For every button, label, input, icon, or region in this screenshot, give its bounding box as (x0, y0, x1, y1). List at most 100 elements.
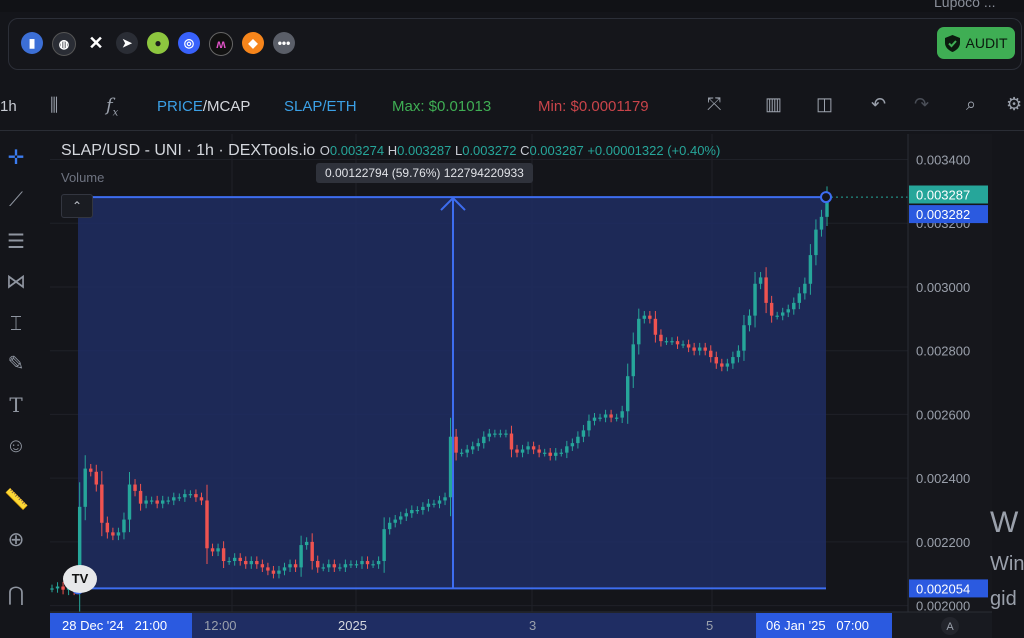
price-tick-label: 0.002200 (916, 535, 970, 550)
candle-body (487, 433, 492, 437)
candle-body (681, 344, 685, 346)
volume-label: Volume (61, 170, 105, 185)
candle-body (609, 414, 613, 418)
bar-chart-icon[interactable]: ▥ (765, 94, 783, 114)
candle-body (692, 347, 696, 351)
candle-body (266, 567, 270, 571)
candle-body (803, 283, 807, 294)
x-icon[interactable]: ✕ (88, 32, 104, 53)
globe-icon[interactable]: ◍ (52, 32, 76, 56)
time-axis[interactable]: 28 Dec '24 21:00 12:00 2025 3 5 06 Jan '25 07… (62, 618, 869, 633)
candle-body (415, 510, 420, 512)
more-icon[interactable]: ••• (273, 32, 295, 54)
candle-body (714, 357, 719, 364)
brush-icon[interactable]: ✎ (7, 353, 25, 375)
last-price-label-bg (909, 185, 988, 204)
candle-body (648, 315, 652, 319)
audit-button[interactable]: AUDIT (937, 27, 1015, 59)
collapse-legend-button[interactable]: ⌃ (61, 194, 93, 218)
candle-body (437, 500, 442, 504)
chart-toolbar: 1h ⫼ fx PRICE/MCAP SLAP/ETH Max: $0.0101… (0, 88, 1024, 126)
open-label: O (319, 143, 330, 158)
text-icon[interactable]: T (9, 393, 23, 417)
line-chart-icon[interactable]: ◫ (816, 94, 834, 114)
chart-icon[interactable]: ▮ (21, 32, 43, 54)
zoom-icon[interactable]: ⊕ (7, 529, 25, 551)
ruler-icon[interactable]: 📏 (4, 489, 29, 511)
candle-body (365, 561, 370, 565)
metamask-icon[interactable]: ◆ (242, 32, 264, 54)
candle-body (160, 500, 165, 504)
horizontal-lines-icon[interactable]: ☰ (7, 231, 25, 253)
trendline-icon[interactable]: ⟋ (9, 189, 23, 211)
candle-body (570, 443, 575, 447)
price-toggle[interactable]: PRICE/MCAP (157, 98, 250, 115)
search-icon[interactable]: ⌕ (966, 94, 977, 114)
candle-body (448, 436, 453, 498)
candle-body (720, 363, 724, 367)
candle-body (149, 500, 154, 502)
candle-body (814, 229, 818, 256)
pattern-icon[interactable]: ⋈ (6, 271, 26, 293)
candle-body (753, 283, 757, 316)
close-value: 0.003287 (529, 143, 584, 158)
auto-scale-label: A (946, 621, 954, 633)
candle-body (205, 500, 209, 549)
time-label: 3 (529, 618, 536, 633)
candle-body (631, 344, 635, 377)
high-label: H (387, 143, 398, 158)
gear-icon[interactable]: ⚙ (1006, 94, 1023, 114)
candle-body (426, 503, 431, 507)
candle-body (304, 541, 309, 546)
candle-body (792, 302, 796, 310)
candle-body (244, 561, 248, 565)
candle-body (382, 529, 386, 562)
change-value: +0.00001322 (+0.40%) (587, 143, 721, 158)
emoji-icon[interactable]: ☺ (5, 435, 27, 457)
open-value: 0.003274 (329, 143, 385, 158)
candle-body (399, 516, 403, 520)
price-axis[interactable]: 0.003400 0.003200 0.003000 0.002800 0.002600… (909, 152, 988, 614)
candle-body (797, 293, 802, 303)
low-label: L (454, 143, 463, 158)
candle-body (105, 522, 110, 533)
candle-body (476, 443, 480, 447)
tradingview-logo[interactable]: TV (63, 565, 97, 593)
telegram-icon[interactable]: ➤ (116, 32, 138, 54)
pair-toggle[interactable]: SLAP/ETH (284, 98, 357, 115)
candle-body (387, 522, 392, 530)
coinmarketcap-icon[interactable]: ◎ (178, 32, 200, 54)
price-tick-label: 0.003400 (916, 152, 970, 167)
candles-icon[interactable]: ⫼ (50, 95, 59, 115)
magnet-icon[interactable]: ⋂ (7, 584, 25, 606)
candle-body (515, 449, 519, 453)
interval-selector[interactable]: 1h (0, 98, 17, 115)
measure-arrowhead (440, 196, 466, 211)
auto-scale-button[interactable]: A (941, 617, 959, 635)
candle-body (338, 567, 342, 569)
candle-body (315, 561, 320, 568)
coingecko-icon[interactable]: ● (147, 32, 169, 54)
indicators-icon[interactable]: fx (106, 95, 119, 119)
candle-body (637, 318, 641, 345)
redo-icon[interactable]: ↷ (914, 94, 930, 114)
candle-body (498, 433, 503, 435)
candle-body (100, 484, 104, 523)
price-tick-label: 0.002800 (916, 344, 970, 359)
candle-body (725, 363, 730, 367)
price-label: PRICE (157, 98, 203, 115)
auto-scale-circle (941, 617, 959, 635)
crosshair-icon[interactable]: ✛ (7, 147, 25, 169)
candle-body (194, 494, 198, 498)
undo-icon[interactable]: ↶ (871, 94, 887, 114)
candle-body (227, 561, 231, 563)
top-fragment-text: Lupoco ... (934, 0, 996, 10)
candle-body (293, 564, 298, 568)
dextools-icon[interactable]: ʍ (209, 32, 233, 56)
toolbar-divider (0, 130, 1024, 131)
candle-body (603, 414, 608, 418)
measure-icon[interactable]: ⌶ (10, 313, 22, 335)
candle-body (493, 433, 497, 435)
right-fragment-big: W (990, 506, 1019, 539)
fullscreen-icon[interactable]: ⤧ (707, 94, 722, 114)
